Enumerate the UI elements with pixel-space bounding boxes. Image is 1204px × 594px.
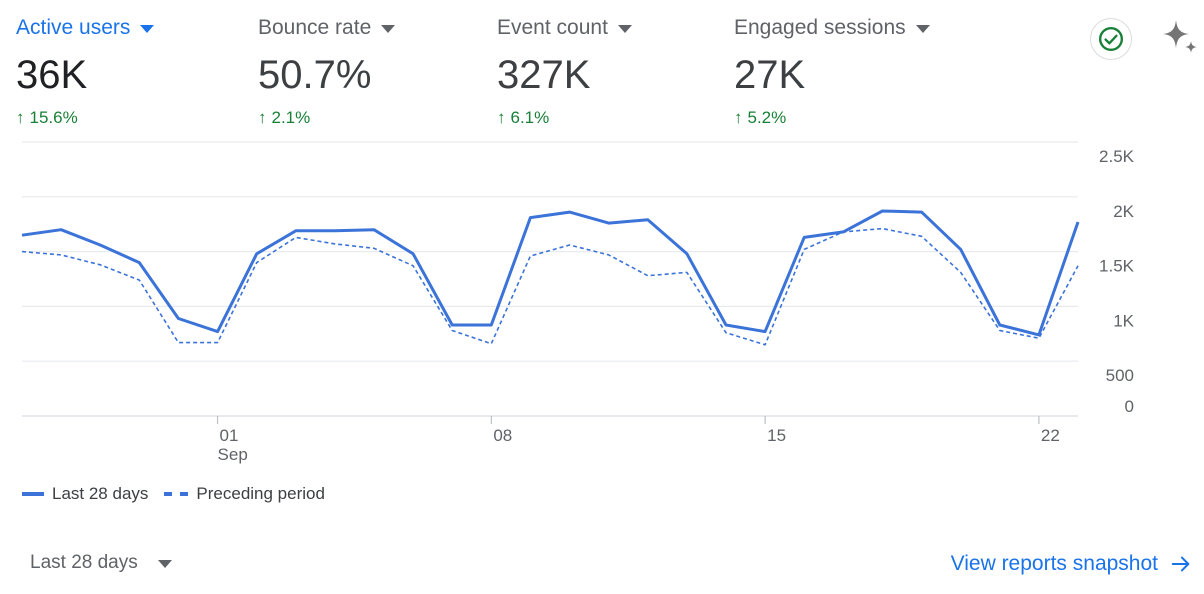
legend-item-preceding-period: Preceding period: [164, 484, 325, 504]
metric-label: Bounce rate: [258, 16, 372, 39]
metric-value: 36K: [16, 53, 88, 97]
dashed-line-swatch: [164, 492, 189, 496]
y-tick-label: 1K: [1113, 311, 1134, 330]
y-tick-label: 2.5K: [1099, 147, 1135, 166]
metric-delta: ↑ 5.2%: [734, 108, 930, 128]
chart-grid: [22, 141, 1078, 417]
series-line-preceding-period: [21, 227, 1079, 346]
x-tick-label: 08: [493, 426, 512, 445]
metric-selector[interactable]: Event count: [497, 12, 632, 44]
check-circle-icon: [1098, 26, 1124, 52]
metric-selector[interactable]: Bounce rate: [258, 12, 396, 44]
series-line-last-28-days: [21, 209, 1080, 337]
x-tick-label: 01: [220, 426, 239, 445]
delta-value: 6.1%: [510, 108, 550, 127]
view-reports-snapshot-link[interactable]: View reports snapshot: [951, 552, 1192, 576]
legend-label: Preceding period: [196, 484, 325, 503]
legend-item-last-28-days: Last 28 days: [22, 484, 148, 504]
metric-selector[interactable]: Engaged sessions: [734, 12, 930, 44]
metric-delta: ↑ 2.1%: [258, 108, 395, 128]
metric-label: Engaged sessions: [734, 16, 906, 39]
metric-active-users[interactable]: Active users 36K ↑ 15.6%: [16, 12, 155, 128]
legend-label: Last 28 days: [52, 484, 149, 503]
arrow-up-icon: ↑: [16, 108, 25, 127]
metric-bounce-rate[interactable]: Bounce rate 50.7% ↑ 2.1%: [258, 12, 396, 128]
view-link-label: View reports snapshot: [950, 552, 1158, 575]
y-tick-label: 500: [1106, 366, 1134, 385]
caret-down-icon: [140, 25, 155, 33]
chart-legend: Last 28 days Preceding period: [22, 484, 341, 504]
metric-label: Event count: [497, 16, 608, 39]
arrow-up-icon: ↑: [734, 108, 743, 127]
chart-series: [21, 209, 1080, 346]
y-tick-label: 1.5K: [1099, 257, 1135, 276]
insights-check-button[interactable]: [1090, 18, 1132, 60]
x-tick-label: 15: [767, 426, 786, 445]
metric-label: Active users: [16, 16, 131, 39]
sparkle-icon[interactable]: [1156, 16, 1200, 60]
metric-delta: ↑ 6.1%: [497, 108, 632, 128]
metric-value: 50.7%: [258, 53, 372, 97]
delta-value: 2.1%: [271, 108, 311, 127]
date-range-label: Last 28 days: [30, 552, 138, 573]
metric-value: 327K: [497, 53, 591, 97]
caret-down-icon: [617, 25, 632, 33]
caret-down-icon: [381, 25, 396, 33]
y-axis-ticks: 0 500 1K 1.5K 2K 2.5K: [1099, 147, 1135, 416]
metric-delta: ↑ 15.6%: [16, 108, 154, 128]
arrow-right-icon: [1171, 556, 1190, 572]
delta-value: 15.6%: [29, 108, 78, 127]
y-tick-label: 2K: [1113, 202, 1134, 221]
metric-event-count[interactable]: Event count 327K ↑ 6.1%: [497, 12, 632, 128]
metric-value: 27K: [734, 53, 806, 97]
y-tick-label: 0: [1125, 397, 1134, 416]
delta-value: 5.2%: [747, 108, 787, 127]
x-tick-sublabel: Sep: [218, 445, 248, 464]
solid-line-swatch: [22, 492, 44, 496]
x-tick-label: 22: [1041, 426, 1060, 445]
arrow-up-icon: ↑: [497, 108, 506, 127]
caret-down-icon: [157, 560, 172, 568]
caret-down-icon: [915, 25, 930, 33]
date-range-dropdown[interactable]: Last 28 days: [30, 552, 172, 574]
metric-engaged-sessions[interactable]: Engaged sessions 27K ↑ 5.2%: [734, 12, 930, 128]
metric-selector[interactable]: Active users: [16, 12, 155, 44]
arrow-up-icon: ↑: [258, 108, 267, 127]
